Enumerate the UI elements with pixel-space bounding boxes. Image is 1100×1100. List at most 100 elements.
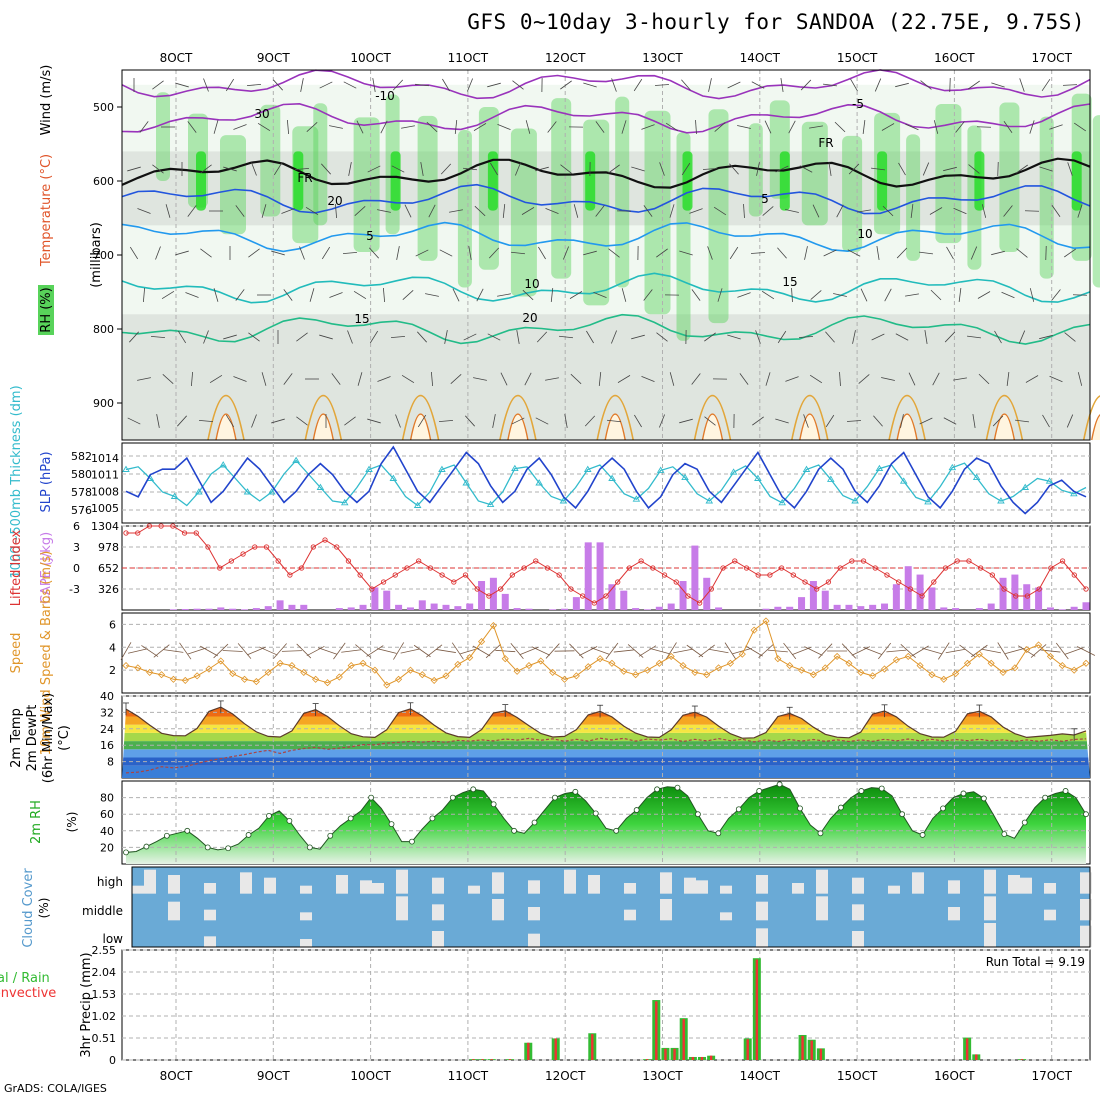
wind-barb [900,414,904,428]
wind-barb [739,373,749,385]
isotherm-line [121,221,1091,253]
minmax-label: (6hr Min/Max) [41,693,56,783]
thickness-point [438,465,446,472]
wind-barb [467,78,473,92]
lifted-index-point [790,572,796,578]
cape-bar [1082,602,1090,610]
wind-barb [535,166,549,172]
wind-barb [745,645,763,657]
wind-barb [426,644,443,658]
wind-barb [579,646,598,656]
wind-barb [369,247,379,259]
lifted-index-point [1059,558,1066,564]
wind-speed-point [726,659,735,667]
wind-barb [994,330,1002,344]
cloud-gap [888,885,900,894]
cape-bar [857,606,865,610]
wind-barb [333,642,346,660]
wind-speed-point [430,676,438,684]
wind-barb [162,374,174,384]
x-tick-label-bottom: 17OCT [1031,1069,1072,1083]
isotherm-25 [499,394,537,441]
thickness-point [608,474,616,481]
wind-barb [512,80,524,90]
wind-barb [348,162,352,176]
cloud-gap [528,933,540,947]
wind-speed-point [477,638,486,646]
lifted-index-point [427,565,434,571]
wind-barb [306,122,318,132]
cloud-gap [792,883,804,894]
y-tick-label: 32 [100,706,114,719]
wind-barb [152,164,164,174]
wind-barb [569,291,583,299]
lifted-index-point [568,586,574,592]
wind-barb [638,645,657,657]
wind-barb [141,645,159,657]
cloud-gap [1020,877,1032,894]
cloud-gap [300,939,312,947]
wind-barb [492,414,496,428]
wind-barb [750,252,766,254]
cape-bar [655,606,663,610]
wind-barb [981,648,1002,654]
wind-barb [799,165,813,173]
rh-shading [220,135,246,235]
wind-barb [953,377,967,381]
wind-barb [997,642,1009,660]
wind-barb [185,292,199,298]
temp-band [122,716,1090,725]
cloud-gap [144,869,156,894]
precip-conv-bar [819,1048,823,1060]
wind-speed-point [679,662,687,670]
precip-conv-bar [755,959,759,1060]
wind-speed-point [987,659,995,667]
lifted-index-point [708,586,715,592]
cape-bar [418,600,426,610]
wind-barb [1019,78,1025,92]
cape-bar [454,606,462,610]
wind-speed-point [1035,641,1043,649]
wind-barb [271,418,285,424]
precip-conv-bar [481,1059,484,1060]
cloud-gap [168,901,180,921]
wind-barb [767,649,788,653]
wind-barb [681,162,691,176]
wind-barb [634,414,642,428]
cape-bar [762,608,770,610]
wind-speed-point [940,675,948,683]
cape-bar [300,604,308,610]
wind-barb [981,204,987,218]
rh-point [1001,831,1008,838]
wind-barb [704,416,716,426]
wind-barb [535,417,549,425]
wind-barb [724,642,737,660]
wind-barb [129,246,139,260]
precip-conv-bar [591,1034,594,1060]
cloud-gap [1008,875,1020,894]
wind-speed-point [596,655,604,663]
wind-speed-point [229,670,237,678]
dewpt-label: 2m DewPt [25,705,40,772]
cloud-gap [816,869,828,894]
y-tick-label: 580 [71,468,92,481]
wind-barb [895,333,909,341]
precip-conv-bar [691,1056,695,1060]
thickness-point [413,501,422,508]
cloud-background [132,867,1090,947]
wind-barb [296,332,308,342]
wind-barb [156,414,160,428]
wind-barb [752,416,764,426]
lifted-index-point [942,565,949,571]
wind-speed-point [608,659,616,667]
wind-barb [621,288,627,302]
wind-barb [142,287,146,303]
rh-point [695,811,701,818]
wind-speed-point [335,673,343,681]
wind-barb [488,247,500,259]
wind-barb [1005,648,1025,654]
wind-barb [462,167,478,171]
wind-barb [187,647,207,655]
rh-shading [1039,116,1054,279]
wind-speed-point [892,656,900,664]
